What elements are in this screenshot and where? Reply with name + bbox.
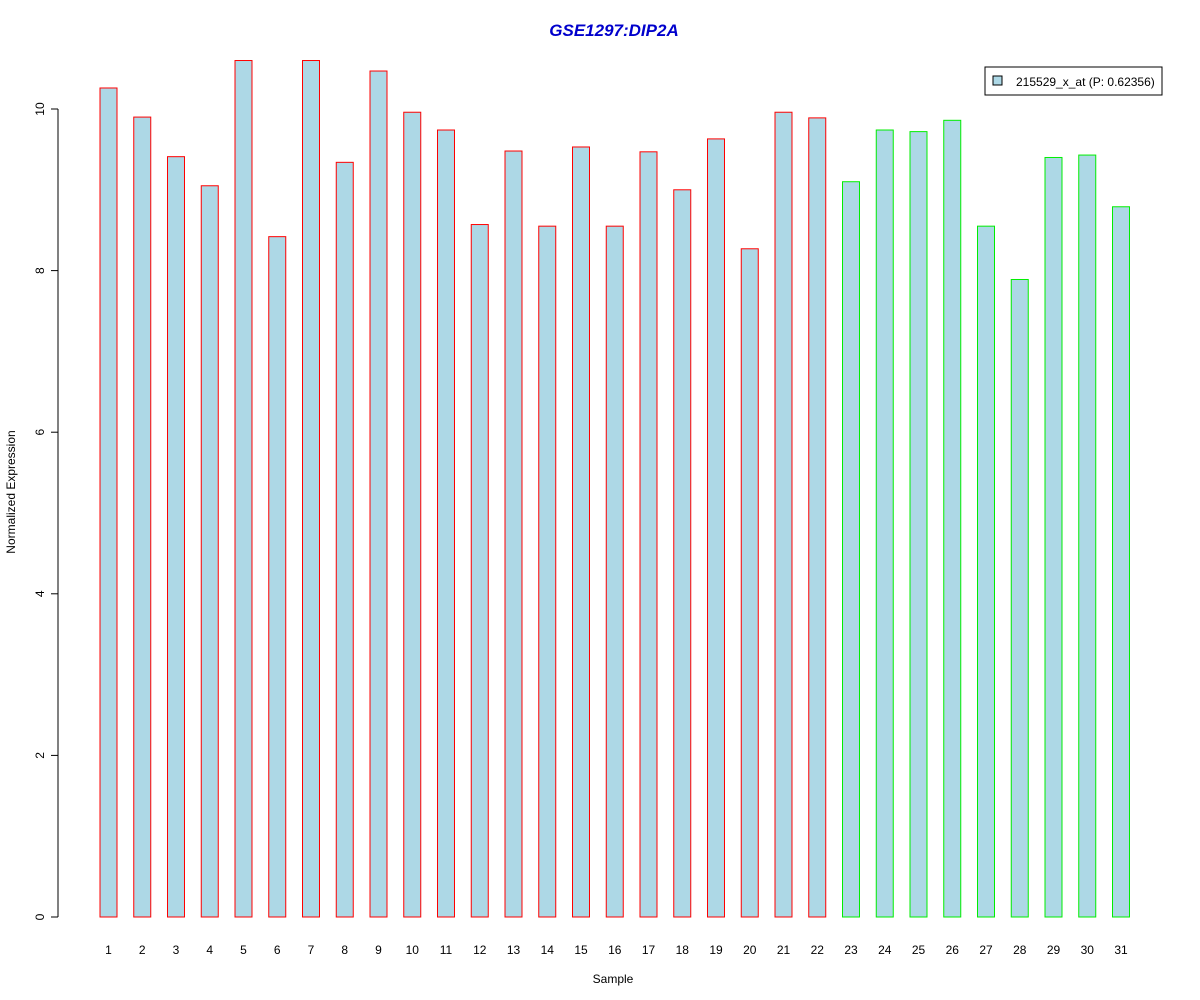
x-tick-label: 26 bbox=[946, 943, 960, 957]
bar-sample-5 bbox=[234, 60, 253, 918]
bar-sample-7 bbox=[302, 60, 320, 918]
x-tick-label: 14 bbox=[541, 943, 555, 957]
x-tick-label: 23 bbox=[844, 943, 858, 957]
x-tick-label: 27 bbox=[979, 943, 993, 957]
x-tick-label: 5 bbox=[240, 943, 247, 957]
x-tick-label: 28 bbox=[1013, 943, 1027, 957]
bar-sample-31 bbox=[1112, 206, 1130, 918]
bar-sample-25 bbox=[909, 131, 928, 918]
y-axis-title: Normalized Expression bbox=[4, 430, 18, 553]
bar-sample-1 bbox=[99, 87, 118, 918]
bar-sample-2 bbox=[133, 116, 152, 918]
x-tick-label: 31 bbox=[1114, 943, 1128, 957]
y-tick-label: 8 bbox=[33, 267, 47, 274]
x-tick-label: 15 bbox=[574, 943, 588, 957]
x-tick-label: 29 bbox=[1047, 943, 1061, 957]
legend: 215529_x_at (P: 0.62356) bbox=[984, 66, 1163, 96]
bar-sample-4 bbox=[200, 185, 219, 918]
x-tick-label: 21 bbox=[777, 943, 791, 957]
x-tick-label: 30 bbox=[1081, 943, 1095, 957]
bar-sample-26 bbox=[943, 119, 962, 918]
bar-sample-18 bbox=[673, 189, 692, 918]
legend-label: 215529_x_at (P: 0.62356) bbox=[1016, 75, 1155, 89]
chart-title: GSE1297:DIP2A bbox=[549, 21, 678, 40]
x-tick-label: 11 bbox=[440, 943, 453, 957]
x-tick-label: 25 bbox=[912, 943, 926, 957]
x-tick-label: 4 bbox=[206, 943, 213, 957]
bar-sample-16 bbox=[605, 225, 624, 918]
x-axis-title: Sample bbox=[593, 972, 634, 986]
x-tick-label: 20 bbox=[743, 943, 757, 957]
bar-sample-3 bbox=[167, 156, 185, 918]
bar-sample-22 bbox=[808, 117, 827, 918]
x-tick-label: 16 bbox=[608, 943, 622, 957]
bar-sample-9 bbox=[369, 70, 388, 918]
x-tick-label: 8 bbox=[341, 943, 348, 957]
x-tick-label: 12 bbox=[473, 943, 487, 957]
x-tick-label: 13 bbox=[507, 943, 521, 957]
y-tick-label: 6 bbox=[33, 429, 47, 436]
y-tick-label: 0 bbox=[33, 913, 47, 920]
x-tick-label: 24 bbox=[878, 943, 892, 957]
bar-sample-14 bbox=[538, 225, 557, 918]
y-tick-label: 10 bbox=[33, 102, 47, 116]
bar-sample-15 bbox=[572, 146, 590, 918]
bar-sample-24 bbox=[875, 129, 894, 918]
x-tick-label: 17 bbox=[642, 943, 656, 957]
bar-sample-30 bbox=[1078, 154, 1097, 918]
bars-group bbox=[99, 60, 1130, 918]
legend-swatch bbox=[992, 75, 1003, 86]
x-tick-label: 1 bbox=[105, 943, 112, 957]
bar-sample-11 bbox=[437, 129, 455, 918]
bar-sample-13 bbox=[504, 150, 523, 918]
x-tick-label: 9 bbox=[375, 943, 382, 957]
bar-sample-23 bbox=[842, 181, 860, 918]
bar-sample-20 bbox=[740, 248, 759, 918]
bar-sample-17 bbox=[639, 151, 658, 918]
bar-sample-28 bbox=[1010, 278, 1029, 918]
x-tick-label: 18 bbox=[676, 943, 690, 957]
bar-sample-27 bbox=[977, 225, 995, 918]
bar-sample-6 bbox=[268, 236, 287, 918]
bar-sample-19 bbox=[707, 138, 725, 918]
bar-sample-29 bbox=[1044, 156, 1063, 918]
x-tick-label: 6 bbox=[274, 943, 281, 957]
x-tick-label: 10 bbox=[406, 943, 420, 957]
x-tick-label: 7 bbox=[308, 943, 315, 957]
bar-sample-8 bbox=[335, 161, 354, 918]
x-tick-label: 3 bbox=[173, 943, 180, 957]
y-axis: 0 2 4 6 8 10 bbox=[33, 102, 59, 920]
bar-sample-21 bbox=[774, 111, 793, 918]
x-tick-labels: 1 2 3 4 5 6 7 8 9 10 11 12 13 14 15 16 17 18 19 20 21 22 23 24 2… bbox=[105, 943, 1128, 957]
x-tick-label: 2 bbox=[139, 943, 146, 957]
bar-sample-10 bbox=[403, 111, 422, 918]
bar-sample-12 bbox=[470, 224, 489, 918]
y-tick-label: 4 bbox=[33, 590, 47, 597]
x-tick-label: 22 bbox=[811, 943, 825, 957]
x-tick-label: 19 bbox=[709, 943, 723, 957]
y-tick-label: 2 bbox=[33, 752, 47, 759]
legend-box bbox=[984, 66, 1163, 96]
